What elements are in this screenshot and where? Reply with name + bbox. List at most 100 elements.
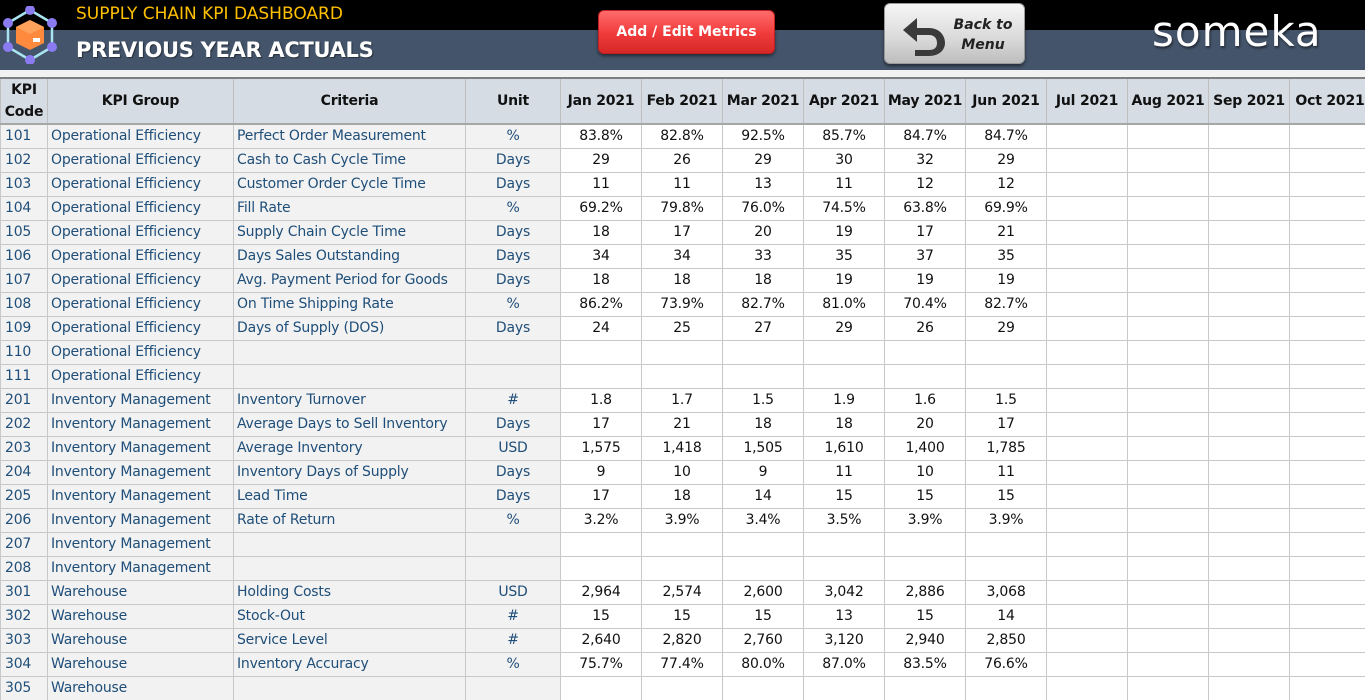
month-value-cell[interactable]: 11 bbox=[803, 459, 885, 485]
month-value-cell[interactable] bbox=[1046, 243, 1128, 269]
month-value-cell[interactable]: 75.7% bbox=[560, 651, 642, 677]
month-value-cell[interactable]: 17 bbox=[965, 411, 1047, 437]
month-value-cell[interactable] bbox=[1127, 411, 1209, 437]
month-value-cell[interactable] bbox=[1046, 171, 1128, 197]
month-value-cell[interactable] bbox=[1289, 147, 1365, 173]
month-value-cell[interactable] bbox=[1127, 363, 1209, 389]
month-value-cell[interactable]: 3,042 bbox=[803, 579, 885, 605]
month-value-cell[interactable] bbox=[1127, 291, 1209, 317]
kpi-code-cell[interactable]: 111 bbox=[0, 363, 48, 389]
month-value-cell[interactable]: 3.9% bbox=[965, 507, 1047, 533]
month-value-cell[interactable]: 17 bbox=[884, 219, 966, 245]
month-value-cell[interactable] bbox=[1208, 291, 1290, 317]
unit-cell[interactable]: Days bbox=[465, 459, 561, 485]
kpi-group-cell[interactable]: Inventory Management bbox=[47, 483, 234, 509]
month-value-cell[interactable] bbox=[722, 363, 804, 389]
month-value-cell[interactable]: 35 bbox=[965, 243, 1047, 269]
month-value-cell[interactable] bbox=[1127, 579, 1209, 605]
month-value-cell[interactable]: 30 bbox=[803, 147, 885, 173]
kpi-group-cell[interactable]: Operational Efficiency bbox=[47, 243, 234, 269]
month-value-cell[interactable]: 84.7% bbox=[965, 123, 1047, 149]
month-value-cell[interactable] bbox=[1127, 123, 1209, 149]
month-value-cell[interactable] bbox=[722, 339, 804, 365]
month-value-cell[interactable] bbox=[1289, 531, 1365, 557]
month-value-cell[interactable]: 32 bbox=[884, 147, 966, 173]
month-value-cell[interactable]: 63.8% bbox=[884, 195, 966, 221]
unit-cell[interactable]: Days bbox=[465, 411, 561, 437]
month-value-cell[interactable] bbox=[1289, 267, 1365, 293]
criteria-cell[interactable] bbox=[233, 675, 466, 700]
month-value-cell[interactable]: 73.9% bbox=[641, 291, 723, 317]
month-value-cell[interactable]: 1.8 bbox=[560, 387, 642, 413]
month-value-cell[interactable] bbox=[1289, 675, 1365, 700]
month-value-cell[interactable] bbox=[1208, 411, 1290, 437]
month-value-cell[interactable]: 19 bbox=[803, 219, 885, 245]
unit-cell[interactable]: # bbox=[465, 387, 561, 413]
month-value-cell[interactable]: 29 bbox=[965, 315, 1047, 341]
month-value-cell[interactable]: 12 bbox=[965, 171, 1047, 197]
kpi-code-cell[interactable]: 302 bbox=[0, 603, 48, 629]
month-value-cell[interactable]: 18 bbox=[560, 219, 642, 245]
month-value-cell[interactable] bbox=[1289, 219, 1365, 245]
month-value-cell[interactable] bbox=[1127, 387, 1209, 413]
month-value-cell[interactable] bbox=[884, 531, 966, 557]
month-value-cell[interactable]: 15 bbox=[884, 603, 966, 629]
month-value-cell[interactable]: 83.8% bbox=[560, 123, 642, 149]
month-value-cell[interactable]: 15 bbox=[722, 603, 804, 629]
month-value-cell[interactable] bbox=[1127, 459, 1209, 485]
month-value-cell[interactable]: 18 bbox=[722, 411, 804, 437]
month-value-cell[interactable] bbox=[1127, 243, 1209, 269]
month-value-cell[interactable] bbox=[965, 555, 1047, 581]
criteria-cell[interactable]: Days Sales Outstanding bbox=[233, 243, 466, 269]
month-value-cell[interactable] bbox=[1208, 267, 1290, 293]
kpi-code-cell[interactable]: 208 bbox=[0, 555, 48, 581]
kpi-code-cell[interactable]: 203 bbox=[0, 435, 48, 461]
month-value-cell[interactable]: 9 bbox=[722, 459, 804, 485]
criteria-cell[interactable]: Service Level bbox=[233, 627, 466, 653]
unit-cell[interactable]: USD bbox=[465, 435, 561, 461]
month-value-cell[interactable]: 11 bbox=[560, 171, 642, 197]
month-value-cell[interactable] bbox=[1289, 579, 1365, 605]
criteria-cell[interactable]: Rate of Return bbox=[233, 507, 466, 533]
kpi-group-cell[interactable]: Inventory Management bbox=[47, 387, 234, 413]
month-value-cell[interactable] bbox=[560, 555, 642, 581]
month-value-cell[interactable] bbox=[1127, 267, 1209, 293]
month-value-cell[interactable] bbox=[641, 531, 723, 557]
kpi-code-cell[interactable]: 207 bbox=[0, 531, 48, 557]
month-value-cell[interactable]: 76.6% bbox=[965, 651, 1047, 677]
unit-cell[interactable]: # bbox=[465, 603, 561, 629]
month-value-cell[interactable] bbox=[1046, 387, 1128, 413]
kpi-code-cell[interactable]: 101 bbox=[0, 123, 48, 149]
month-value-cell[interactable]: 15 bbox=[884, 483, 966, 509]
month-value-cell[interactable] bbox=[1289, 603, 1365, 629]
month-value-cell[interactable] bbox=[1289, 627, 1365, 653]
month-value-cell[interactable] bbox=[1046, 483, 1128, 509]
month-value-cell[interactable]: 1,418 bbox=[641, 435, 723, 461]
month-value-cell[interactable]: 35 bbox=[803, 243, 885, 269]
month-value-cell[interactable] bbox=[1046, 507, 1128, 533]
month-value-cell[interactable]: 26 bbox=[641, 147, 723, 173]
month-value-cell[interactable]: 29 bbox=[803, 315, 885, 341]
month-value-cell[interactable] bbox=[965, 675, 1047, 700]
month-value-cell[interactable]: 82.7% bbox=[965, 291, 1047, 317]
unit-cell[interactable]: % bbox=[465, 195, 561, 221]
month-value-cell[interactable] bbox=[1289, 555, 1365, 581]
month-value-cell[interactable]: 1,505 bbox=[722, 435, 804, 461]
unit-cell[interactable] bbox=[465, 363, 561, 389]
kpi-group-cell[interactable]: Inventory Management bbox=[47, 411, 234, 437]
month-value-cell[interactable] bbox=[1046, 603, 1128, 629]
unit-cell[interactable]: Days bbox=[465, 267, 561, 293]
kpi-code-cell[interactable]: 204 bbox=[0, 459, 48, 485]
criteria-cell[interactable]: Avg. Payment Period for Goods bbox=[233, 267, 466, 293]
month-value-cell[interactable] bbox=[1208, 171, 1290, 197]
criteria-cell[interactable]: Holding Costs bbox=[233, 579, 466, 605]
kpi-code-cell[interactable]: 102 bbox=[0, 147, 48, 173]
kpi-group-cell[interactable]: Inventory Management bbox=[47, 435, 234, 461]
criteria-cell[interactable]: Average Inventory bbox=[233, 435, 466, 461]
month-value-cell[interactable] bbox=[803, 531, 885, 557]
unit-cell[interactable]: Days bbox=[465, 243, 561, 269]
month-value-cell[interactable] bbox=[1046, 315, 1128, 341]
month-value-cell[interactable]: 27 bbox=[722, 315, 804, 341]
kpi-group-cell[interactable]: Operational Efficiency bbox=[47, 147, 234, 173]
month-value-cell[interactable]: 17 bbox=[641, 219, 723, 245]
